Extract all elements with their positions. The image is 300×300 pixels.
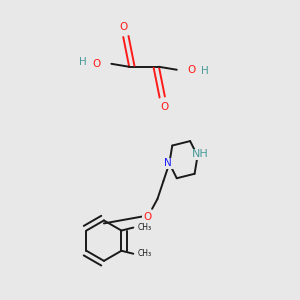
Text: N: N <box>164 158 172 168</box>
Text: CH₃: CH₃ <box>138 249 152 258</box>
Text: H: H <box>79 57 87 67</box>
Text: CH₃: CH₃ <box>138 223 152 232</box>
Text: O: O <box>188 65 196 75</box>
Text: O: O <box>92 59 101 69</box>
Text: H: H <box>201 66 209 76</box>
Text: O: O <box>143 212 151 222</box>
Text: NH: NH <box>192 149 209 160</box>
Text: O: O <box>161 102 169 112</box>
Text: O: O <box>119 22 128 32</box>
